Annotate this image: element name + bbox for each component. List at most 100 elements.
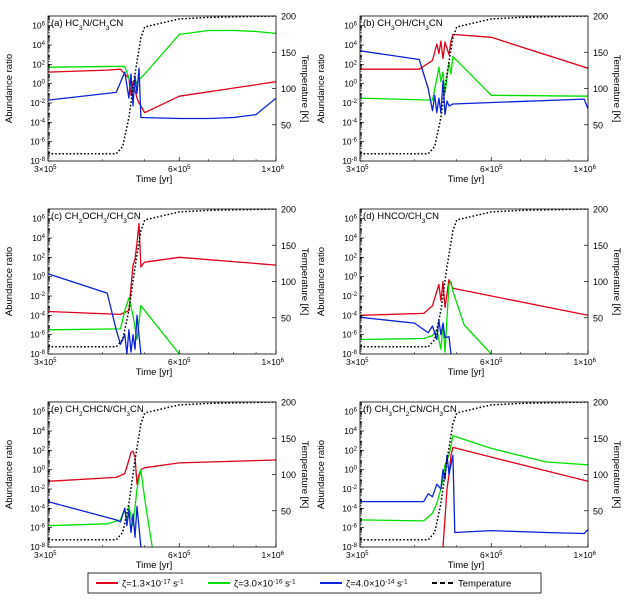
text-part: 10 xyxy=(342,98,352,108)
series-line-temperature xyxy=(360,402,588,541)
series-line-green xyxy=(360,55,588,101)
y-tick-label: 10-4 xyxy=(342,310,357,320)
superscript: -1 xyxy=(178,578,184,585)
text-part: 10 xyxy=(342,523,352,533)
text-part: 10 xyxy=(32,426,42,436)
text-part: 6×10 xyxy=(168,357,187,367)
x-tick-label: 3×105 xyxy=(34,357,57,367)
superscript: 6 xyxy=(593,165,597,171)
subscript: 3 xyxy=(425,25,429,32)
subscript: 3 xyxy=(391,25,395,32)
y-tick-label: 100 xyxy=(344,272,357,282)
superscript: -4 xyxy=(352,504,358,510)
series-line-temperature xyxy=(48,402,276,541)
text-part: 6×10 xyxy=(168,550,187,560)
superscript: -6 xyxy=(40,138,46,144)
superscript: 5 xyxy=(53,551,57,557)
text-part: 1×10 xyxy=(574,164,593,174)
text-part: 10 xyxy=(344,465,354,475)
superscript: 5 xyxy=(53,165,57,171)
panel-d: 10-810-610-410-2100102104106501001502003… xyxy=(316,205,622,379)
superscript: 6 xyxy=(354,408,358,414)
superscript: -4 xyxy=(352,311,358,317)
t-tick-label: 50 xyxy=(593,313,603,323)
superscript: 2 xyxy=(354,253,358,259)
t-tick-label: 50 xyxy=(281,506,291,516)
y-tick-label: 10-2 xyxy=(342,484,357,494)
superscript: -8 xyxy=(40,543,46,549)
superscript: 2 xyxy=(42,253,46,259)
superscript: 4 xyxy=(354,427,358,433)
series-line-blue xyxy=(360,316,452,354)
series-line-green xyxy=(360,280,492,354)
superscript: 4 xyxy=(42,427,46,433)
t-tick-label: 150 xyxy=(281,48,296,58)
y-tick-label: 102 xyxy=(344,59,357,69)
t-tick-label: 200 xyxy=(281,12,296,22)
text-part: 10 xyxy=(30,291,40,301)
panel-title: (e) CH2CHCN/CH3CN xyxy=(51,404,144,418)
t-tick-label: 100 xyxy=(593,277,608,287)
y-tick-label: 10-2 xyxy=(30,291,45,301)
superscript: 6 xyxy=(281,165,285,171)
legend-label-temperature: Temperature xyxy=(458,579,511,590)
t-tick-label: 150 xyxy=(281,241,296,251)
text-part: CN xyxy=(109,18,123,29)
t-tick-label: 200 xyxy=(281,398,296,408)
text-part: 10 xyxy=(30,484,40,494)
y-tick-label: 104 xyxy=(32,40,45,50)
text-part: 10 xyxy=(344,40,354,50)
series-line-red xyxy=(48,450,276,485)
superscript: -2 xyxy=(352,485,358,491)
text-part: 10 xyxy=(32,214,42,224)
superscript: 6 xyxy=(354,215,358,221)
text-part: 10 xyxy=(30,330,40,340)
panel-e: 10-810-610-410-2100102104106501001502003… xyxy=(4,398,310,572)
plot-frame xyxy=(359,208,589,355)
panel-f: 10-810-610-410-2100102104106501001502003… xyxy=(316,398,622,572)
superscript: 2 xyxy=(42,60,46,66)
text-part: Temperature xyxy=(458,579,511,590)
series-line-green xyxy=(48,29,276,93)
y-tick-label: 102 xyxy=(344,252,357,262)
text-part: 10 xyxy=(344,445,354,455)
superscript: 0 xyxy=(354,80,358,86)
y-tick-label: 100 xyxy=(32,79,45,89)
superscript: 5 xyxy=(187,165,191,171)
text-part: 6×10 xyxy=(168,164,187,174)
panel-title: (c) CH3OCH3/CH3CN xyxy=(51,211,141,225)
y-tick-label: 100 xyxy=(32,272,45,282)
superscript: 4 xyxy=(354,234,358,240)
plot-frame xyxy=(47,15,277,162)
superscript: 6 xyxy=(42,22,46,28)
text-part: 1×10 xyxy=(262,550,281,560)
text-part: 10 xyxy=(30,117,40,127)
superscript: 4 xyxy=(42,234,46,240)
superscript: -8 xyxy=(352,543,358,549)
t-tick-label: 100 xyxy=(281,84,296,94)
temperature-axis-label: Temperature [K] xyxy=(299,441,310,509)
superscript: 5 xyxy=(187,358,191,364)
text-part: 10 xyxy=(344,214,354,224)
text-part: CH xyxy=(392,404,406,415)
series-line-blue xyxy=(360,454,588,535)
panel-title: (f) CH3CH2CN/CH3CN xyxy=(363,404,457,418)
text-part: 10 xyxy=(30,349,40,359)
series-group xyxy=(360,209,588,354)
superscript: 5 xyxy=(365,358,369,364)
x-tick-label: 6×105 xyxy=(168,357,191,367)
y-tick-label: 10-6 xyxy=(30,137,45,147)
text-part: 10 xyxy=(342,310,352,320)
text-part: 10 xyxy=(344,79,354,89)
y-tick-label: 10-6 xyxy=(342,137,357,147)
text-part: 10 xyxy=(32,445,42,455)
text-part: 10 xyxy=(342,291,352,301)
text-part: 3×10 xyxy=(346,164,365,174)
superscript: -4 xyxy=(40,118,46,124)
text-part: ζ=4.0×10 xyxy=(346,579,385,590)
text-part: CN xyxy=(443,404,457,415)
y-axis-label: Abundance ratio xyxy=(4,247,15,316)
subscript: 3 xyxy=(388,411,392,418)
subscript: 2 xyxy=(406,411,410,418)
x-axis-label: Time [yr] xyxy=(448,174,485,185)
